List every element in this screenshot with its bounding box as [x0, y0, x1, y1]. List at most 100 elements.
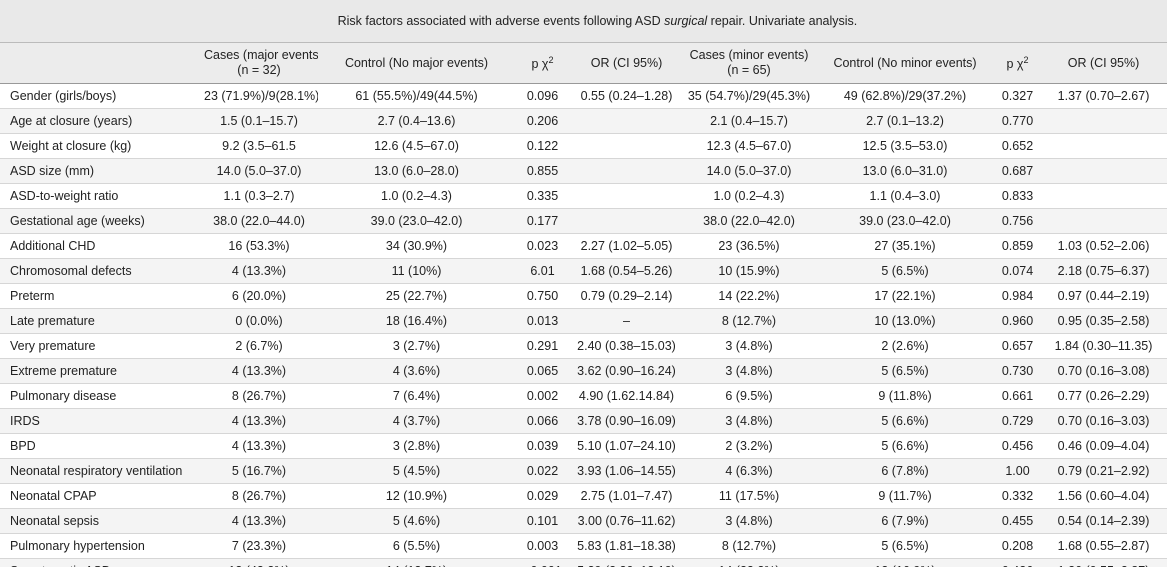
- table-row: Extreme premature 4 (13.3%) 4 (3.6%) 0.065 3…: [0, 358, 1167, 384]
- header-line: (n = 65): [727, 63, 771, 77]
- table-cell: 3 (4.8%): [683, 333, 815, 359]
- table-cell: [570, 208, 683, 234]
- row-label: Neonatal sepsis: [0, 508, 200, 534]
- table-cell: 7 (6.4%): [318, 383, 515, 409]
- table-cell: 18 (16.4%): [318, 308, 515, 334]
- column-header: Cases (minor events) (n = 65): [683, 42, 815, 84]
- table-cell: 0.456: [995, 433, 1040, 459]
- table-title: Risk factors associated with adverse eve…: [0, 0, 1167, 43]
- table-cell: 0.177: [515, 208, 570, 234]
- table-cell: 0.77 (0.26–2.29): [1040, 383, 1167, 409]
- table-cell: 8 (12.7%): [683, 308, 815, 334]
- table-cell: 1.0 (0.2–4.3): [683, 183, 815, 209]
- table-cell: 4 (3.7%): [318, 408, 515, 434]
- table-cell: 14 (12.7%): [318, 558, 515, 567]
- row-label: ASD-to-weight ratio: [0, 183, 200, 209]
- header-text: p χ: [1006, 57, 1024, 72]
- table-row: ASD-to-weight ratio 1.1 (0.3–2.7) 1.0 (0.2…: [0, 183, 1167, 209]
- title-text: Risk factors associated with adverse eve…: [337, 14, 665, 28]
- table-cell: 6 (7.8%): [815, 458, 995, 484]
- table-cell: 5 (6.5%): [815, 258, 995, 284]
- table-cell: 5.83 (1.81–18.38): [570, 533, 683, 559]
- header-line: (n = 32): [237, 63, 281, 77]
- table-cell: 1.84 (0.30–11.35): [1040, 333, 1167, 359]
- table-cell: 0.729: [995, 408, 1040, 434]
- table-cell: 8 (26.7%): [200, 483, 318, 509]
- table-cell: 6 (7.9%): [815, 508, 995, 534]
- table-cell: 25 (22.7%): [318, 283, 515, 309]
- table-cell: 0.455: [995, 508, 1040, 534]
- table-cell: 2 (2.6%): [815, 333, 995, 359]
- table-cell: 1.68 (0.55–2.87): [1040, 533, 1167, 559]
- table-cell: 0.661: [995, 383, 1040, 409]
- table-cell: 0.426: [995, 558, 1040, 567]
- column-header: OR (CI 95%): [570, 42, 683, 84]
- table-cell: 14.0 (5.0–37.0): [200, 158, 318, 184]
- table-cell: 14.0 (5.0–37.0): [683, 158, 815, 184]
- table-cell: 2.1 (0.4–15.7): [683, 108, 815, 134]
- table-cell: [1040, 183, 1167, 209]
- row-label: Pulmonary disease: [0, 383, 200, 409]
- table-cell: 23 (36.5%): [683, 233, 815, 259]
- table-cell: 0.855: [515, 158, 570, 184]
- table-cell: 0.101: [515, 508, 570, 534]
- table-row: Neonatal sepsis 4 (13.3%) 5 (4.6%) 0.101 3.0…: [0, 508, 1167, 534]
- table-cell: 7 (23.3%): [200, 533, 318, 559]
- table-cell: [1040, 208, 1167, 234]
- table-cell: 38.0 (22.0–42.0): [683, 208, 815, 234]
- table-cell: 2.75 (1.01–7.47): [570, 483, 683, 509]
- table-cell: 1.68 (0.54–5.26): [570, 258, 683, 284]
- table-cell: 0.002: [515, 383, 570, 409]
- table-cell: 12.3 (4.5–67.0): [683, 133, 815, 159]
- table-cell: [570, 133, 683, 159]
- table-cell: 11 (10%): [318, 258, 515, 284]
- column-header: OR (CI 95%): [1040, 42, 1167, 84]
- table-cell: 8 (12.7%): [683, 533, 815, 559]
- table-cell: 0.122: [515, 133, 570, 159]
- table-cell: 12.5 (3.5–53.0): [815, 133, 995, 159]
- table-cell: 4 (13.3%): [200, 433, 318, 459]
- table-cell: 12.6 (4.5–67.0): [318, 133, 515, 159]
- table-cell: 0.95 (0.35–2.58): [1040, 308, 1167, 334]
- title-row: Risk factors associated with adverse eve…: [0, 0, 1167, 43]
- table-body: Gender (girls/boys) 23 (71.9%)/9(28.1%) 61…: [0, 83, 1167, 567]
- table-row: Late premature 0 (0.0%) 18 (16.4%) 0.013–8 …: [0, 308, 1167, 334]
- table-cell: 4 (13.3%): [200, 258, 318, 284]
- table-cell: 2.27 (1.02–5.05): [570, 233, 683, 259]
- table-cell: 3.00 (0.76–11.62): [570, 508, 683, 534]
- row-label: Very premature: [0, 333, 200, 359]
- table-cell: 14 (22.2%): [683, 558, 815, 567]
- table-cell: 3 (4.8%): [683, 408, 815, 434]
- table-cell: 0.074: [995, 258, 1040, 284]
- table-cell: 5 (6.5%): [815, 358, 995, 384]
- header-line: Cases (major events): [204, 48, 318, 62]
- column-header: p χ2: [995, 42, 1040, 84]
- table-cell: [570, 183, 683, 209]
- table-cell: 61 (55.5%)/49(44.5%): [318, 83, 515, 109]
- table-cell: 1.1 (0.3–2.7): [200, 183, 318, 209]
- table-cell: 23 (71.9%)/9(28.1%): [200, 83, 318, 109]
- table-cell: 3.93 (1.06–14.55): [570, 458, 683, 484]
- table-cell: 39.0 (23.0–42.0): [318, 208, 515, 234]
- table-cell: 0.208: [995, 533, 1040, 559]
- table-cell: 4 (13.3%): [200, 408, 318, 434]
- row-label: IRDS: [0, 408, 200, 434]
- table-row: Chromosomal defects 4 (13.3%) 11 (10%) 6.01…: [0, 258, 1167, 284]
- table-cell: 0.332: [995, 483, 1040, 509]
- table-row: Additional CHD 16 (53.3%) 34 (30.9%) 0.023 2…: [0, 233, 1167, 259]
- table-cell: 49 (62.8%)/29(37.2%): [815, 83, 995, 109]
- table-cell: 0.97 (0.44–2.19): [1040, 283, 1167, 309]
- header-superscript: 2: [548, 55, 554, 66]
- table-cell: [1040, 133, 1167, 159]
- table-cell: 13.0 (6.0–31.0): [815, 158, 995, 184]
- table-cell: 2.7 (0.1–13.2): [815, 108, 995, 134]
- row-label: BPD: [0, 433, 200, 459]
- table-cell: 0.79 (0.21–2.92): [1040, 458, 1167, 484]
- table-cell: 13.0 (6.0–28.0): [318, 158, 515, 184]
- table-cell: 0.029: [515, 483, 570, 509]
- table-cell: 2 (6.7%): [200, 333, 318, 359]
- table-cell: 0.859: [995, 233, 1040, 259]
- column-header: p χ2: [515, 42, 570, 84]
- table-cell: 5.39 (2.20–13.19): [570, 558, 683, 567]
- row-label: Symptomatic ASD: [0, 558, 200, 567]
